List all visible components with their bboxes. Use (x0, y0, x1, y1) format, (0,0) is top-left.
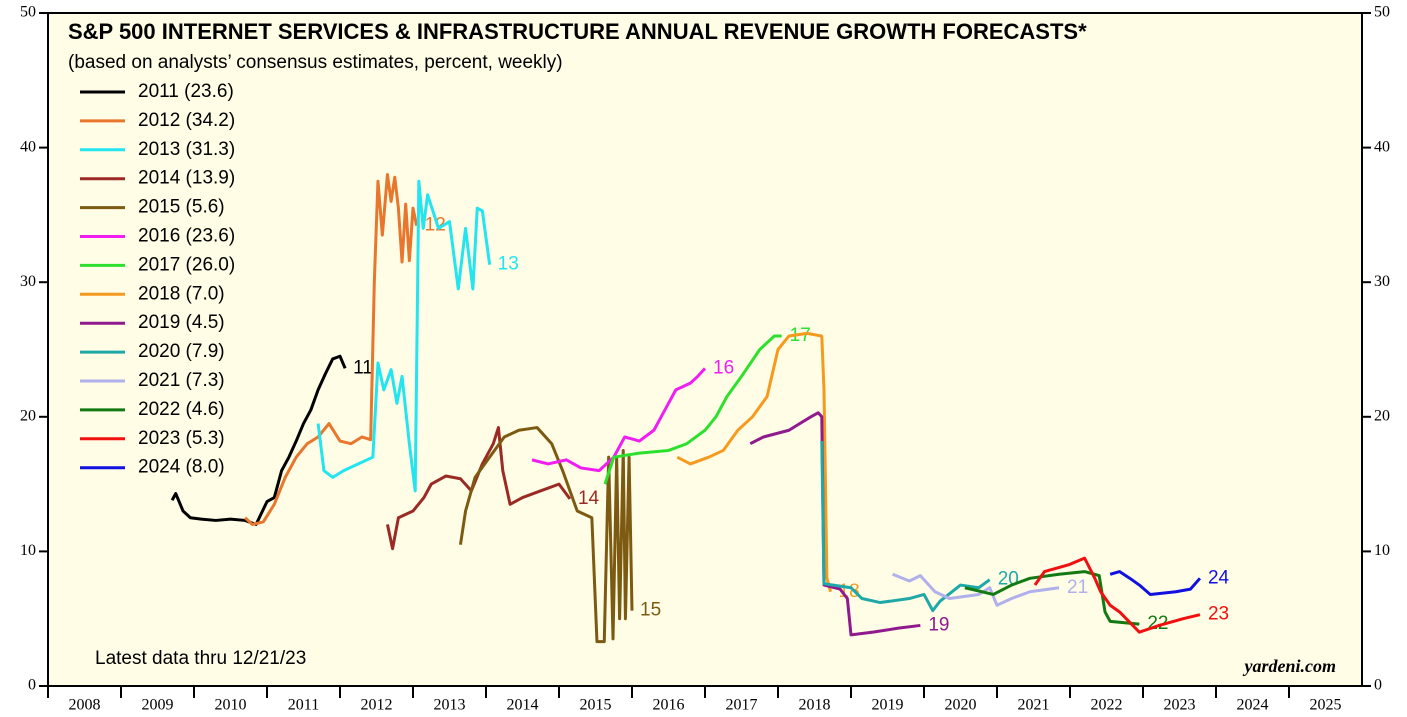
x-tick-label: 2022 (1091, 697, 1123, 714)
x-tick-label: 2013 (434, 697, 466, 714)
series-line (892, 572, 1060, 607)
legend-label: 2018 (7.0) (138, 283, 225, 304)
x-tick-label: 2019 (872, 697, 904, 714)
end-label: 21 (1067, 577, 1088, 598)
y-tick-label: 0 (28, 677, 36, 694)
note: Latest data thru 12/21/23 (95, 648, 306, 669)
y-tick-label: 50 (20, 4, 36, 21)
x-tick-label: 2018 (799, 697, 831, 714)
series-line (531, 367, 707, 473)
x-tick-label: 2014 (507, 697, 539, 714)
y2-tick-label: 0 (1374, 677, 1382, 694)
legend-label: 2020 (7.9) (138, 341, 225, 362)
series-line (316, 179, 492, 493)
legend-label: 2021 (7.3) (138, 370, 225, 391)
series-line (603, 334, 782, 485)
series-line (1033, 556, 1201, 634)
x-tick-label: 2016 (653, 697, 685, 714)
x-tick-label: 2025 (1310, 697, 1342, 714)
series-line (964, 570, 1140, 626)
legend-label: 2019 (4.5) (138, 312, 225, 333)
legend-label: 2015 (5.6) (138, 197, 225, 218)
x-tick-label: 2011 (288, 697, 319, 714)
legend-label: 2011 (23.6) (138, 81, 234, 102)
y2-tick-label: 50 (1374, 4, 1390, 21)
legend-label: 2022 (4.6) (138, 399, 225, 420)
end-label: 11 (353, 357, 373, 378)
legend-label: 2012 (34.2) (138, 110, 235, 131)
series-line (676, 331, 833, 593)
y-tick-label: 20 (20, 407, 36, 424)
end-label: 14 (578, 488, 600, 509)
source: yardeni.com (1243, 656, 1337, 676)
legend-label: 2023 (5.3) (138, 428, 225, 449)
legend-label: 2024 (8.0) (138, 457, 225, 478)
series-line (820, 441, 991, 613)
x-tick-label: 2010 (215, 697, 247, 714)
legend-label: 2017 (26.0) (138, 254, 235, 275)
y2-tick-label: 40 (1374, 138, 1390, 155)
x-tick-label: 2012 (361, 697, 393, 714)
x-tick-label: 2020 (945, 697, 977, 714)
series-line (1109, 570, 1202, 596)
x-tick-label: 2021 (1018, 697, 1050, 714)
end-label: 16 (713, 357, 734, 378)
y-tick-label: 40 (20, 138, 36, 155)
end-label: 23 (1208, 604, 1229, 625)
x-tick-label: 2015 (580, 697, 612, 714)
y2-tick-label: 20 (1374, 407, 1390, 424)
y-tick-label: 30 (20, 273, 36, 290)
x-tick-label: 2024 (1237, 697, 1269, 714)
legend-label: 2013 (31.3) (138, 139, 235, 160)
y-tick-label: 10 (20, 542, 36, 559)
end-label: 12 (425, 215, 446, 236)
legend-label: 2014 (13.9) (138, 168, 235, 189)
end-label: 19 (928, 614, 949, 635)
x-tick-label: 2008 (69, 697, 101, 714)
y2-tick-label: 30 (1374, 273, 1390, 290)
y2-tick-label: 10 (1374, 542, 1390, 559)
end-label: 24 (1208, 567, 1230, 588)
legend-label: 2016 (23.6) (138, 226, 235, 247)
series-line (244, 173, 419, 526)
plot-area (47, 12, 1363, 687)
end-label: 13 (498, 254, 519, 275)
x-tick-label: 2017 (726, 697, 758, 714)
chart-subtitle: (based on analysts’ consensus estimates,… (68, 52, 563, 73)
series-line (170, 354, 347, 526)
x-tick-label: 2009 (142, 697, 174, 714)
series-line (458, 426, 634, 644)
chart-title: S&P 500 INTERNET SERVICES & INFRASTRUCTU… (68, 19, 1087, 44)
end-label: 15 (640, 600, 661, 621)
x-tick-label: 2023 (1164, 697, 1196, 714)
